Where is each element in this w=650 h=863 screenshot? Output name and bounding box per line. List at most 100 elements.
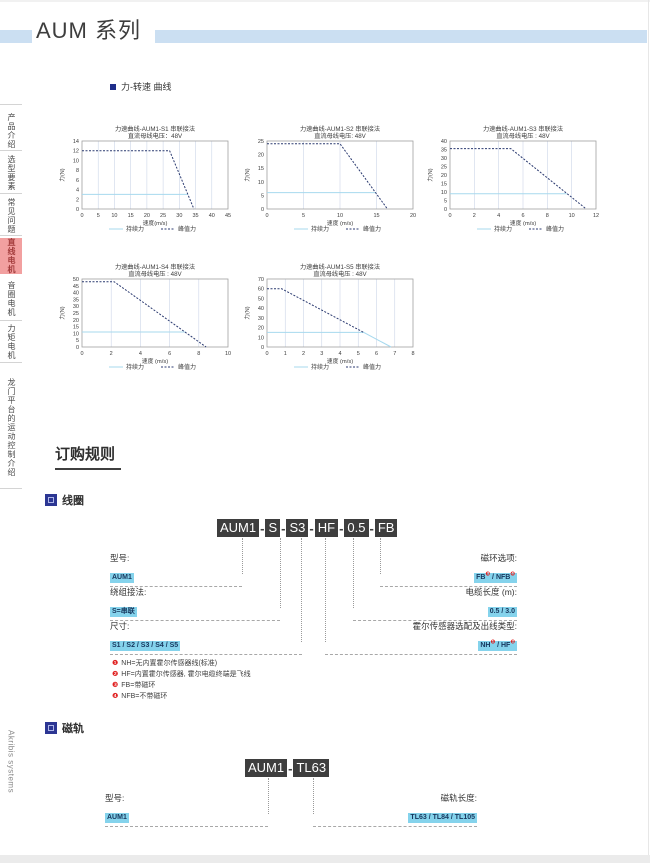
sidebar-item-1[interactable]: 产品介绍 bbox=[7, 113, 16, 149]
svg-text:0: 0 bbox=[448, 213, 451, 219]
svg-text:力速曲线-AUM1-S5 串联接法: 力速曲线-AUM1-S5 串联接法 bbox=[300, 263, 380, 271]
svg-text:20: 20 bbox=[73, 318, 79, 324]
svg-text:40: 40 bbox=[258, 306, 264, 312]
section-force-speed-text: 力-转速 曲线 bbox=[121, 82, 172, 92]
sidebar-item-5[interactable]: 音圈电机 bbox=[7, 281, 16, 317]
svg-text:8: 8 bbox=[546, 213, 549, 219]
svg-text:45: 45 bbox=[225, 213, 231, 219]
svg-text:8: 8 bbox=[76, 168, 79, 174]
field-track-model: 型号: AUM1 bbox=[105, 792, 268, 827]
svg-text:20: 20 bbox=[410, 213, 416, 219]
field-size-value: S1 / S2 / S3 / S4 / S5 bbox=[110, 641, 181, 652]
svg-text:5: 5 bbox=[97, 213, 100, 219]
svg-text:15: 15 bbox=[73, 325, 79, 331]
field-track-length: 磁轨长度: TL63 / TL84 / TL105 bbox=[313, 792, 477, 827]
svg-text:30: 30 bbox=[441, 156, 447, 162]
svg-text:2: 2 bbox=[110, 351, 113, 357]
sidebar-divider bbox=[0, 104, 22, 105]
svg-text:持续力: 持续力 bbox=[311, 225, 329, 233]
ordering-rules-heading: 订购规则 bbox=[55, 443, 122, 470]
svg-text:力速曲线-AUM1-S4 串联接法: 力速曲线-AUM1-S4 串联接法 bbox=[115, 263, 195, 271]
svg-text:1: 1 bbox=[284, 351, 287, 357]
coil-subheader: 线圈 bbox=[45, 492, 84, 508]
part-number-segment: S bbox=[265, 519, 281, 537]
svg-text:持续力: 持续力 bbox=[311, 363, 329, 371]
sidebar-item-3[interactable]: 常见问题 bbox=[7, 198, 16, 234]
svg-text:持续力: 持续力 bbox=[126, 225, 144, 233]
field-winding-value: S=串联 bbox=[110, 607, 137, 618]
svg-text:力速曲线-AUM1-S2 串联接法: 力速曲线-AUM1-S2 串联接法 bbox=[300, 125, 380, 133]
svg-text:45: 45 bbox=[73, 284, 79, 290]
svg-text:力(N): 力(N) bbox=[426, 168, 434, 181]
connector-line bbox=[313, 778, 314, 814]
svg-text:5: 5 bbox=[444, 199, 447, 205]
connector-line bbox=[325, 538, 326, 642]
footnote-marker-sup: ❸ bbox=[485, 571, 491, 578]
connector-line bbox=[268, 778, 269, 814]
svg-text:速度 (m/s): 速度 (m/s) bbox=[142, 357, 168, 365]
svg-text:2: 2 bbox=[76, 197, 79, 203]
svg-text:5: 5 bbox=[261, 193, 264, 199]
track-part-number: AUM1- TL63 bbox=[245, 759, 330, 777]
svg-text:20: 20 bbox=[258, 326, 264, 332]
part-number-segment: TL63 bbox=[293, 759, 330, 777]
svg-text:50: 50 bbox=[258, 296, 264, 302]
footnote-text: HF=内置霍尔传感器, 霍尔电缆终端是飞线 bbox=[121, 671, 251, 678]
svg-text:速度 (m/s): 速度 (m/s) bbox=[510, 219, 536, 227]
svg-text:直流母线电压 : 48V: 直流母线电压 : 48V bbox=[496, 132, 550, 140]
field-magnet-ring-option: 磁环选项: FB❸ / NFB❹ bbox=[380, 552, 517, 587]
header-band-left bbox=[0, 30, 32, 43]
svg-text:2: 2 bbox=[473, 213, 476, 219]
svg-text:直流母线电压 : 48V: 直流母线电压 : 48V bbox=[128, 270, 182, 278]
svg-text:峰值力: 峰值力 bbox=[363, 363, 381, 371]
header-band-right bbox=[155, 30, 647, 43]
field-magnet-ring-value: FB❸ / NFB❹ bbox=[474, 571, 517, 584]
chart-aum1-s3: 力速曲线-AUM1-S3 串联接法 直流母线电压 : 48V 0 5 10 15 20 25 3… bbox=[426, 124, 602, 236]
sidebar-item-4[interactable]: 直线电机 bbox=[0, 238, 22, 274]
svg-text:10: 10 bbox=[73, 158, 79, 164]
field-winding: 绕组接法: S=串联 bbox=[110, 586, 280, 621]
coil-part-number: AUM1- S - S3- HF -0.5- FB bbox=[217, 519, 398, 537]
part-number-dash: - bbox=[309, 520, 314, 536]
footnote-marker-icon: ❸ bbox=[112, 682, 119, 689]
sidebar-item-7[interactable]: 龙门平台的运动控制介绍 bbox=[7, 377, 16, 477]
field-hall-sensor-value: NH❶ / HF❷ bbox=[478, 639, 517, 652]
svg-text:峰值力: 峰值力 bbox=[363, 225, 381, 233]
svg-text:60: 60 bbox=[258, 287, 264, 293]
svg-text:速度 (m/s): 速度 (m/s) bbox=[327, 219, 353, 227]
svg-text:12: 12 bbox=[73, 149, 79, 155]
sidebar-item-2[interactable]: 选型要素 bbox=[7, 155, 16, 191]
field-hall-sensor: 霍尔传感器选配及出线类型: NH❶ / HF❷ bbox=[325, 620, 517, 655]
sidebar-divider bbox=[0, 193, 22, 194]
part-number-dash: - bbox=[260, 520, 265, 536]
svg-text:0: 0 bbox=[76, 345, 79, 351]
field-track-model-value: AUM1 bbox=[105, 813, 129, 824]
part-number-segment: AUM1 bbox=[217, 519, 260, 537]
footnote-line: ❹ NFB=不带磁环 bbox=[112, 691, 251, 702]
svg-text:直流母线电压: 48V: 直流母线电压: 48V bbox=[314, 132, 366, 140]
part-number-dash: - bbox=[339, 520, 344, 536]
sidebar-item-6[interactable]: 力矩电机 bbox=[7, 324, 16, 360]
coil-subheader-text: 线圈 bbox=[62, 495, 84, 507]
svg-text:14: 14 bbox=[73, 139, 79, 145]
chart-aum1-s4: 力速曲线-AUM1-S4 串联接法 直流母线电压 : 48V 0 5 10 15 20 25 3… bbox=[58, 262, 234, 374]
chart-aum1-s2: 力速曲线-AUM1-S2 串联接法 直流母线电压: 48V 0 5 10 15 20 25 0 5… bbox=[243, 124, 419, 236]
svg-text:力(N): 力(N) bbox=[243, 306, 251, 319]
page-title: AUM 系列 bbox=[36, 18, 142, 43]
svg-text:0: 0 bbox=[261, 207, 264, 213]
chart-aum1-s1: 力速曲线-AUM1-S1 串联接法 直流母线电压：48V 0 2 4 6 8 10 12 14 0 5… bbox=[58, 124, 234, 236]
footer-bar bbox=[0, 855, 650, 863]
svg-text:4: 4 bbox=[139, 351, 142, 357]
svg-text:10: 10 bbox=[73, 331, 79, 337]
part-number-segment: 0.5 bbox=[344, 519, 369, 537]
track-subheader: 磁轨 bbox=[45, 720, 84, 736]
svg-text:10: 10 bbox=[569, 213, 575, 219]
svg-text:3: 3 bbox=[320, 351, 323, 357]
footnote-marker-sup: ❹ bbox=[510, 571, 515, 578]
svg-text:8: 8 bbox=[197, 351, 200, 357]
footnote-marker-sup: ❷ bbox=[510, 639, 515, 646]
field-cable-length-value: 0.5 / 3.0 bbox=[487, 607, 517, 618]
svg-text:力(N): 力(N) bbox=[243, 168, 251, 181]
part-number-dash: - bbox=[281, 520, 286, 536]
footnote-marker-icon: ❹ bbox=[112, 693, 119, 700]
